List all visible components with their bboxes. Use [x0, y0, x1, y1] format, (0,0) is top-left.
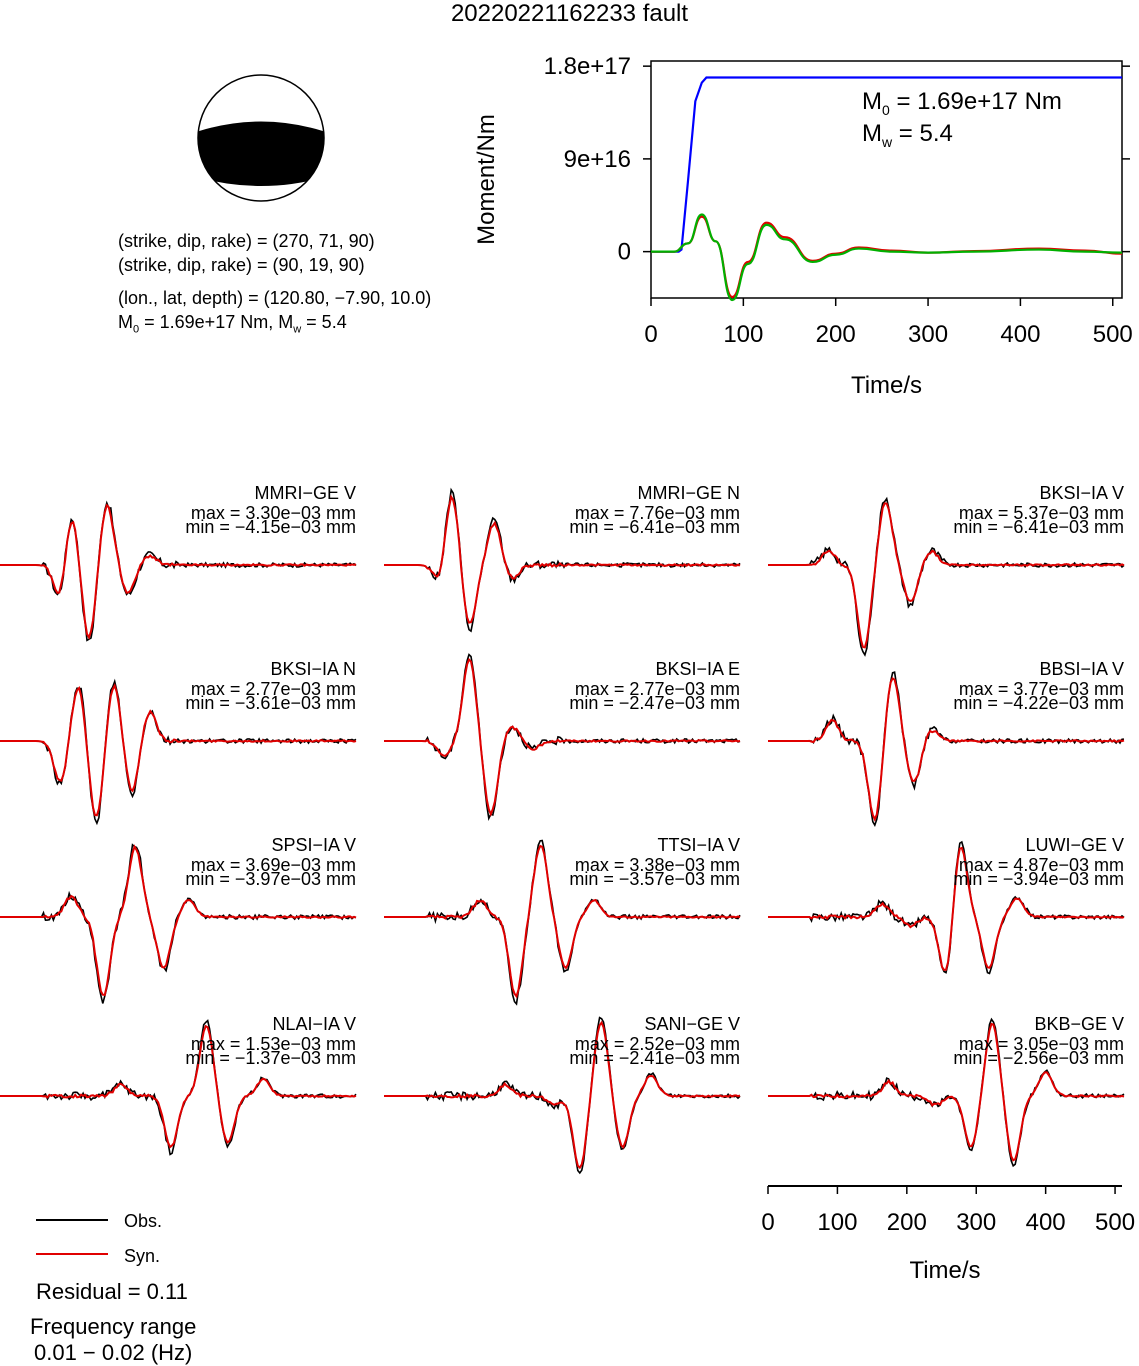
moment-ytick-label: 0 — [618, 239, 631, 266]
station-max-amplitude: max = 2.52e−03 mm — [574, 1034, 740, 1054]
station-label: SPSI−IA V — [271, 835, 356, 855]
station-max-amplitude: max = 3.69e−03 mm — [190, 855, 356, 875]
legend-lines — [36, 1219, 108, 1255]
moment-xtick-label: 500 — [1093, 321, 1133, 348]
station-max-amplitude: max = 1.53e−03 mm — [190, 1034, 356, 1054]
station-max-amplitude: max = 3.77e−03 mm — [958, 679, 1124, 699]
station-label: BKSI−IA N — [270, 659, 356, 679]
station-max-amplitude: max = 3.38e−03 mm — [574, 855, 740, 875]
moment-magnitude-line: M0 = 1.69e+17 Nm, Mw = 5.4 — [118, 312, 347, 336]
residual-label: Residual = 0.11 — [36, 1279, 188, 1304]
station-label: MMRI−GE N — [637, 483, 740, 503]
waveform-xtick-label: 500 — [1095, 1209, 1135, 1236]
waveform-xtick-label: 300 — [956, 1209, 996, 1236]
moment-plot-frame — [650, 60, 1123, 299]
station-max-amplitude: max = 2.77e−03 mm — [574, 679, 740, 699]
moment-xtick-label: 0 — [644, 321, 657, 348]
moment-ytick-label: 1.8e+17 — [544, 53, 631, 80]
frequency-range-value: 0.01 − 0.02 (Hz) — [34, 1340, 193, 1365]
synthetic-waveform — [0, 503, 357, 640]
synthetic-waveform — [0, 844, 357, 996]
station-label: BKSI−IA V — [1039, 483, 1124, 503]
synthetic-waveform — [768, 1022, 1125, 1162]
station-max-amplitude: max = 3.30e−03 mm — [190, 503, 356, 523]
station-max-amplitude: max = 2.77e−03 mm — [190, 679, 356, 699]
synthetic-waveform — [0, 682, 357, 817]
moment-rate-line — [651, 213, 1123, 302]
synthetic-waveform — [0, 1024, 357, 1149]
observed-waveform — [768, 840, 1125, 975]
focal-mechanism-beachball — [197, 74, 325, 202]
moment-ylabel: Moment/Nm — [473, 114, 500, 245]
station-label: NLAI−IA V — [272, 1014, 356, 1034]
station-min-amplitude: min = −6.41e−03 mm — [953, 517, 1124, 537]
nodal-plane-1: (strike, dip, rake) = (270, 71, 90) — [118, 231, 375, 251]
station-max-amplitude: max = 5.37e−03 mm — [958, 503, 1124, 523]
station-label: MMRI−GE V — [254, 483, 356, 503]
moment-xlabel: Time/s — [851, 372, 922, 399]
station-min-amplitude: min = −2.47e−03 mm — [569, 693, 740, 713]
synthetic-waveform — [768, 502, 1125, 649]
station-label: BBSI−IA V — [1039, 659, 1124, 679]
synthetic-waveform — [384, 657, 741, 817]
source-location: (lon., lat, depth) = (120.80, −7.90, 10.… — [118, 288, 432, 308]
station-label: BKSI−IA E — [655, 659, 740, 679]
station-min-amplitude: min = −4.22e−03 mm — [953, 693, 1124, 713]
station-min-amplitude: min = −3.97e−03 mm — [185, 869, 356, 889]
mw-annotation: Mw = 5.4 — [862, 120, 953, 150]
synthetic-waveform — [768, 846, 1125, 971]
waveform-xlabel: Time/s — [909, 1257, 980, 1284]
waveform-xtick-label: 400 — [1026, 1209, 1066, 1236]
observed-waveform — [768, 496, 1125, 657]
station-max-amplitude: max = 3.05e−03 mm — [958, 1034, 1124, 1054]
station-label: BKB−GE V — [1034, 1014, 1124, 1034]
station-max-amplitude: max = 7.76e−03 mm — [574, 503, 740, 523]
station-label: SANI−GE V — [644, 1014, 740, 1034]
moment-xtick-label: 200 — [816, 321, 856, 348]
moment-xtick-label: 100 — [723, 321, 763, 348]
observed-waveform — [384, 1016, 741, 1175]
waveform-xtick-label: 100 — [817, 1209, 857, 1236]
station-label: LUWI−GE V — [1025, 835, 1124, 855]
station-min-amplitude: min = −6.41e−03 mm — [569, 517, 740, 537]
station-min-amplitude: min = −3.61e−03 mm — [185, 693, 356, 713]
nodal-plane-2: (strike, dip, rake) = (90, 19, 90) — [118, 255, 365, 275]
station-min-amplitude: min = −3.94e−03 mm — [953, 869, 1124, 889]
station-min-amplitude: min = −1.37e−03 mm — [185, 1048, 356, 1068]
synthetic-waveform — [768, 676, 1125, 822]
moment-rate-chart: 0 9e+16 1.8e+17 0 100 200 300 400 500 Time/s Momen… — [473, 53, 1133, 399]
synthetic-waveform — [384, 494, 741, 624]
station-max-amplitude: max = 4.87e−03 mm — [958, 855, 1124, 875]
station-min-amplitude: min = −2.56e−03 mm — [953, 1048, 1124, 1068]
station-label: TTSI−IA V — [657, 835, 740, 855]
legend-syn-label: Syn. — [124, 1246, 161, 1266]
station-min-amplitude: min = −4.15e−03 mm — [185, 517, 356, 537]
frequency-range-label: Frequency range — [30, 1314, 197, 1339]
waveform-xtick-label: 0 — [761, 1209, 774, 1236]
synthetic-waveform — [384, 844, 741, 999]
synthetic-waveform — [384, 1020, 741, 1170]
waveform-grid: 0 100 200 300 400 500 Time/s — [0, 487, 1135, 1284]
moment-xtick-label: 400 — [1000, 321, 1040, 348]
moment-xtick-label: 300 — [908, 321, 948, 348]
moment-ytick-label: 9e+16 — [564, 146, 631, 173]
m0-annotation: M0 = 1.69e+17 Nm — [862, 88, 1062, 118]
station-min-amplitude: min = −3.57e−03 mm — [569, 869, 740, 889]
figure-title: 20220221162233 fault — [450, 0, 689, 27]
waveform-xtick-label: 200 — [887, 1209, 927, 1236]
station-min-amplitude: min = −2.41e−03 mm — [569, 1048, 740, 1068]
moment-cumulative-line — [651, 76, 1122, 253]
legend-obs-label: Obs. — [124, 1211, 163, 1231]
